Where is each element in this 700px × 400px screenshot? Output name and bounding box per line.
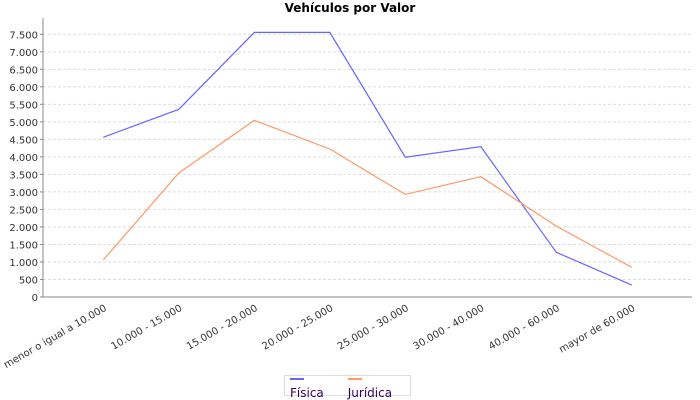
y-tick-label: 4.500 bbox=[9, 135, 38, 146]
legend-label-juridica: Jurídica bbox=[347, 385, 393, 400]
x-tick-label: mayor de 60.000 bbox=[557, 303, 637, 355]
x-tick-label: 30.000 - 40.000 bbox=[412, 303, 487, 353]
y-tick-label: 500 bbox=[19, 275, 38, 286]
x-tick-label: 15.000 - 20.000 bbox=[185, 303, 260, 353]
chart-title: Vehículos por Valor bbox=[285, 1, 416, 15]
y-tick-label: 6.000 bbox=[9, 83, 38, 94]
legend-swatch-juridica bbox=[347, 378, 362, 380]
legend-item-fisica: Física bbox=[290, 372, 342, 400]
legend-label-fisica: Física bbox=[290, 385, 324, 400]
y-tick-label: 3.500 bbox=[9, 170, 38, 181]
x-tick-label: menor o igual a 10.000 bbox=[2, 303, 109, 371]
x-tick-label: 40.000 - 60.000 bbox=[487, 303, 562, 353]
y-tick-label: 2.500 bbox=[9, 205, 38, 216]
series-line-juridica bbox=[102, 119, 633, 268]
x-tick-label: 20.000 - 25.000 bbox=[261, 303, 336, 353]
y-tick-label: 7.000 bbox=[9, 48, 38, 59]
legend-swatch-fisica bbox=[290, 378, 304, 380]
y-tick-label: 3.000 bbox=[9, 188, 38, 199]
y-tick-label: 7.500 bbox=[9, 30, 38, 41]
y-tick-label: 4.000 bbox=[9, 153, 38, 164]
y-tick-label: 2.000 bbox=[9, 223, 38, 234]
x-tick-label: 10.000 - 15.000 bbox=[110, 303, 185, 353]
y-tick-label: 6.500 bbox=[9, 65, 38, 76]
x-tick-label: 25.000 - 30.000 bbox=[336, 303, 411, 353]
series-line-fisica bbox=[103, 31, 633, 286]
y-tick-label: 5.000 bbox=[9, 118, 38, 129]
y-tick-label: 0 bbox=[32, 293, 38, 304]
y-tick-label: 5.500 bbox=[9, 100, 38, 111]
y-tick-label: 1.500 bbox=[9, 240, 38, 251]
legend-item-juridica: Jurídica bbox=[347, 372, 410, 400]
y-tick-label: 1.000 bbox=[9, 258, 38, 269]
legend: Física Jurídica bbox=[284, 375, 411, 400]
